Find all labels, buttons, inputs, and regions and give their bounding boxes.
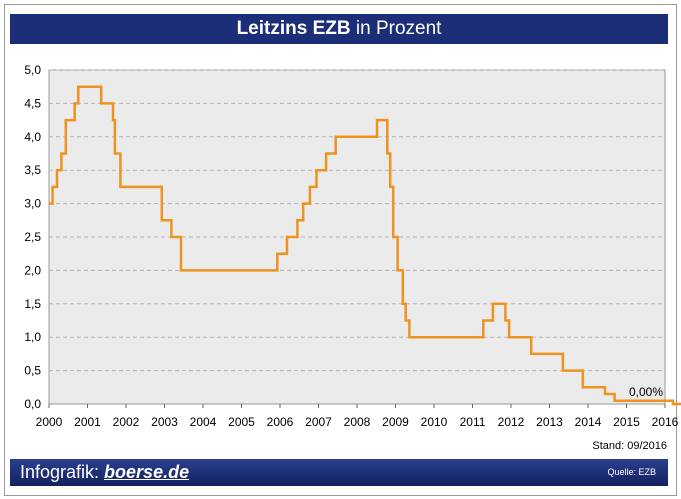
x-tick-label: 2002 xyxy=(113,415,140,429)
value-annotation: 0,00% xyxy=(629,385,663,399)
chart-title-rest: in Prozent xyxy=(350,18,442,39)
x-tick-label: 2013 xyxy=(536,415,563,429)
y-tick-label: 2,5 xyxy=(24,230,41,244)
y-tick-label: 3,0 xyxy=(24,197,41,211)
x-tick-label: 2016 xyxy=(652,415,679,429)
y-tick-label: 0,5 xyxy=(24,364,41,378)
x-tick-label: 2015 xyxy=(613,415,640,429)
y-tick-label: 1,5 xyxy=(24,297,41,311)
x-tick-label: 2012 xyxy=(498,415,525,429)
x-tick-label: 2005 xyxy=(228,415,255,429)
x-tick-label: 2010 xyxy=(421,415,448,429)
x-tick-label: 2006 xyxy=(267,415,294,429)
y-tick-label: 0,0 xyxy=(24,397,41,411)
x-tick-label: 2007 xyxy=(305,415,332,429)
y-tick-label: 4,0 xyxy=(24,130,41,144)
stand-date: Stand: 09/2016 xyxy=(592,440,667,452)
y-tick-label: 2,0 xyxy=(24,263,41,277)
x-tick-label: 2009 xyxy=(382,415,409,429)
x-tick-label: 2000 xyxy=(36,415,63,429)
y-tick-label: 5,0 xyxy=(24,63,41,77)
y-tick-label: 3,5 xyxy=(24,163,41,177)
x-tick-label: 2014 xyxy=(575,415,602,429)
source-label: Quelle: EZB xyxy=(607,467,656,477)
x-tick-label: 2011 xyxy=(460,415,486,429)
x-tick-label: 2008 xyxy=(344,415,371,429)
x-tick-label: 2004 xyxy=(190,415,217,429)
series-line xyxy=(49,85,681,406)
chart-title: Leitzins EZB in Prozent xyxy=(10,14,668,44)
brand-logo: boerse.de xyxy=(104,462,190,482)
x-tick-label: 2003 xyxy=(151,415,178,429)
footer-bar: Infografik: boerse.de Quelle: EZB xyxy=(10,459,668,486)
chart-title-bold: Leitzins EZB xyxy=(236,18,351,39)
x-tick-label: 2001 xyxy=(74,415,101,429)
infografik-prefix: Infografik: xyxy=(20,462,105,482)
y-tick-label: 4,5 xyxy=(24,96,41,110)
y-tick-label: 1,0 xyxy=(24,330,41,344)
infografik-label: Infografik: boerse.de xyxy=(20,462,189,483)
